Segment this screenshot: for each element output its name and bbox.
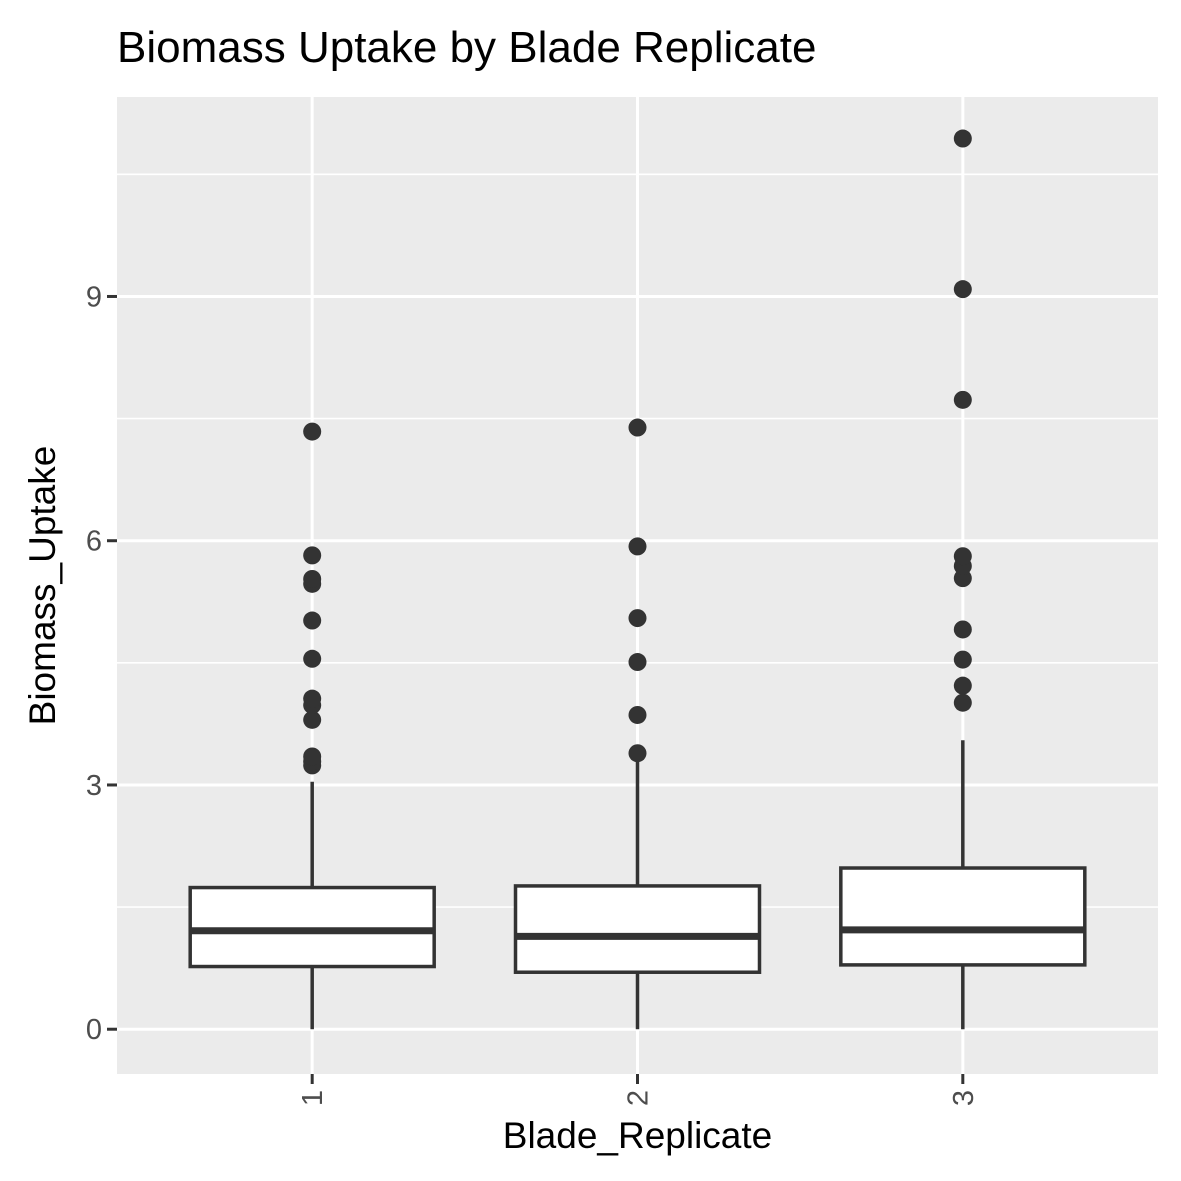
box-group-3 [839, 129, 1087, 1030]
outlier-point [953, 280, 972, 299]
y-tick-label: 6 [86, 526, 102, 558]
outlier-point [953, 650, 972, 669]
outlier-point [303, 611, 322, 630]
outlier-point [628, 537, 647, 556]
outlier-point [628, 744, 647, 763]
x-tick-label: 3 [948, 1090, 980, 1106]
boxes-layer [188, 129, 1087, 1030]
box-group-1 [188, 422, 436, 1030]
x-tick-label: 1 [297, 1090, 329, 1106]
outlier-point [303, 546, 322, 565]
y-tick-label: 0 [86, 1014, 102, 1046]
outlier-point [303, 710, 322, 729]
outlier-point [628, 705, 647, 724]
x-axis: 1 2 3 [297, 1074, 980, 1106]
outlier-point [953, 676, 972, 695]
y-axis: 0 3 6 9 [86, 281, 117, 1046]
outlier-point [953, 390, 972, 409]
outlier-point [953, 547, 972, 566]
outlier-point [303, 569, 322, 588]
outlier-point [628, 609, 647, 628]
y-tick-label: 3 [86, 770, 102, 802]
outlier-point [628, 418, 647, 437]
x-axis-title: Blade_Replicate [503, 1115, 772, 1156]
outlier-point [628, 653, 647, 672]
x-tick-label: 2 [623, 1090, 655, 1106]
y-axis-title: Biomass_Uptake [22, 446, 63, 726]
outlier-point [953, 693, 972, 712]
box-iqr [513, 884, 762, 974]
outlier-point [303, 649, 322, 668]
outlier-point [303, 689, 322, 708]
chart-title: Biomass Uptake by Blade Replicate [117, 23, 816, 72]
outlier-point [953, 129, 972, 148]
box-group-2 [513, 418, 762, 1030]
outlier-point [303, 422, 322, 441]
box-iqr [188, 885, 436, 969]
outlier-point [953, 620, 972, 639]
y-tick-label: 9 [86, 281, 102, 313]
outlier-point [303, 747, 322, 766]
box-iqr [839, 866, 1087, 967]
